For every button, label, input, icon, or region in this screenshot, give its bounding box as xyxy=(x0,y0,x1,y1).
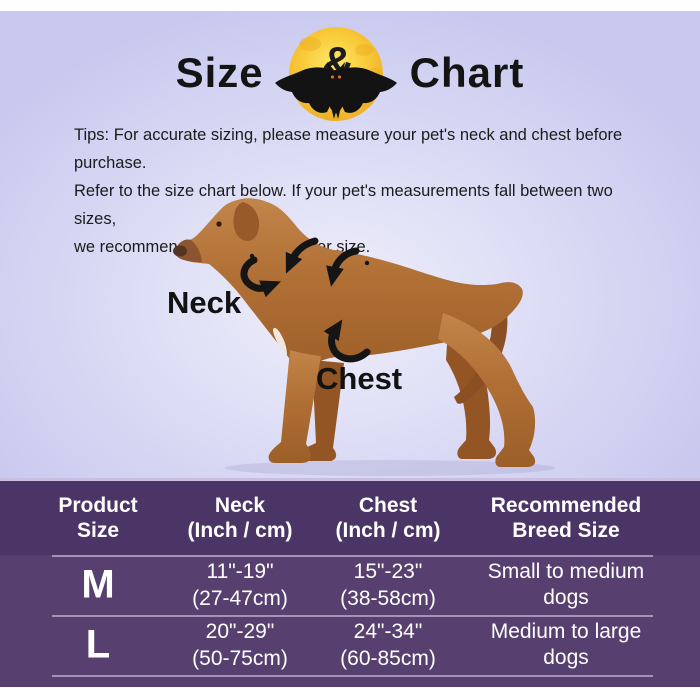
separator-line xyxy=(52,615,653,617)
halloween-moon-bat-icon: & xyxy=(272,22,402,130)
neck-arrow-top xyxy=(285,237,319,274)
tips-line-1: Tips: For accurate sizing, please measur… xyxy=(74,126,623,172)
separator-line xyxy=(52,675,653,677)
size-m: M xyxy=(81,562,115,607)
table-header-row: Product Size Neck (Inch / cm) Chest (Inc… xyxy=(0,481,700,555)
arrow-dot-1 xyxy=(249,253,255,259)
header-neck: Neck (Inch / cm) xyxy=(187,493,292,543)
neck-l: 20"-29" (50-75cm) xyxy=(192,618,288,672)
chest-m: 15"-23" (38-58cm) xyxy=(340,558,436,612)
table-row-m: M 11"-19" (27-47cm) 15"-23" (38-58cm) Sm… xyxy=(0,555,700,615)
size-l: L xyxy=(85,622,111,667)
chest-m-inch: 15"-23" xyxy=(353,560,423,583)
page-title: Size & xyxy=(0,20,700,132)
header-product-size-line1: Product xyxy=(58,494,138,517)
title-left: Size xyxy=(175,49,264,96)
chest-label: Chest xyxy=(316,361,403,396)
header-chest: Chest (Inch / cm) xyxy=(335,493,440,543)
neck-arrow-left xyxy=(240,256,281,298)
dog-eye xyxy=(216,221,222,227)
table-row-l: L 20"-29" (50-75cm) 24"-34" (60-85cm) Me… xyxy=(0,615,700,675)
size-chart-table: Product Size Neck (Inch / cm) Chest (Inc… xyxy=(0,478,700,687)
chest-l-cm: (60-85cm) xyxy=(340,647,436,670)
chest-l: 24"-34" (60-85cm) xyxy=(340,618,436,672)
neck-l-cm: (50-75cm) xyxy=(192,647,288,670)
bat-eyes xyxy=(330,75,341,79)
dog-chest-patch xyxy=(273,327,287,355)
dog-near-legs xyxy=(268,313,536,467)
header-breed-line1: Recommended xyxy=(490,494,642,517)
header-breed-line2: Breed Size xyxy=(512,519,620,542)
neck-m: 11"-19" (27-47cm) xyxy=(192,558,288,612)
header-neck-line2: (Inch / cm) xyxy=(187,519,293,542)
breed-m: Small to medium dogs xyxy=(487,560,645,609)
header-chest-line1: Chest xyxy=(358,494,418,517)
breed-l: Medium to large dogs xyxy=(490,620,642,669)
neck-label: Neck xyxy=(167,285,242,320)
header-product-size: Product Size xyxy=(58,493,137,543)
dog-nose xyxy=(173,245,187,257)
title-right: Chart xyxy=(409,49,525,96)
chest-m-cm: (38-58cm) xyxy=(340,587,436,610)
dog-muzzle xyxy=(175,239,202,262)
top-white-strip xyxy=(0,0,700,11)
neck-l-inch: 20"-29" xyxy=(205,620,275,643)
header-chest-line2: (Inch / cm) xyxy=(335,519,441,542)
dog-measurement-figure xyxy=(173,198,555,476)
chest-arrow xyxy=(323,319,371,363)
chest-l-inch: 24"-34" xyxy=(353,620,423,643)
header-neck-line1: Neck xyxy=(214,494,266,517)
dog-shadow xyxy=(225,460,555,476)
dog-body xyxy=(174,198,523,377)
bottom-white-strip xyxy=(0,687,700,700)
neck-m-cm: (27-47cm) xyxy=(192,587,288,610)
tips-line-2: Refer to the size chart below. If your p… xyxy=(74,182,613,228)
header-breed: Recommended Breed Size xyxy=(491,493,642,543)
moon-bat-svg: & xyxy=(274,27,397,121)
arrow-dot-2 xyxy=(364,260,370,266)
header-product-size-line2: Size xyxy=(76,519,120,542)
dog-ear xyxy=(233,202,260,241)
neck-m-inch: 11"-19" xyxy=(206,560,274,583)
measurement-arrows xyxy=(240,237,371,363)
bat-icon xyxy=(274,62,397,119)
withers-arrow xyxy=(326,247,360,287)
separator-line xyxy=(52,555,653,557)
